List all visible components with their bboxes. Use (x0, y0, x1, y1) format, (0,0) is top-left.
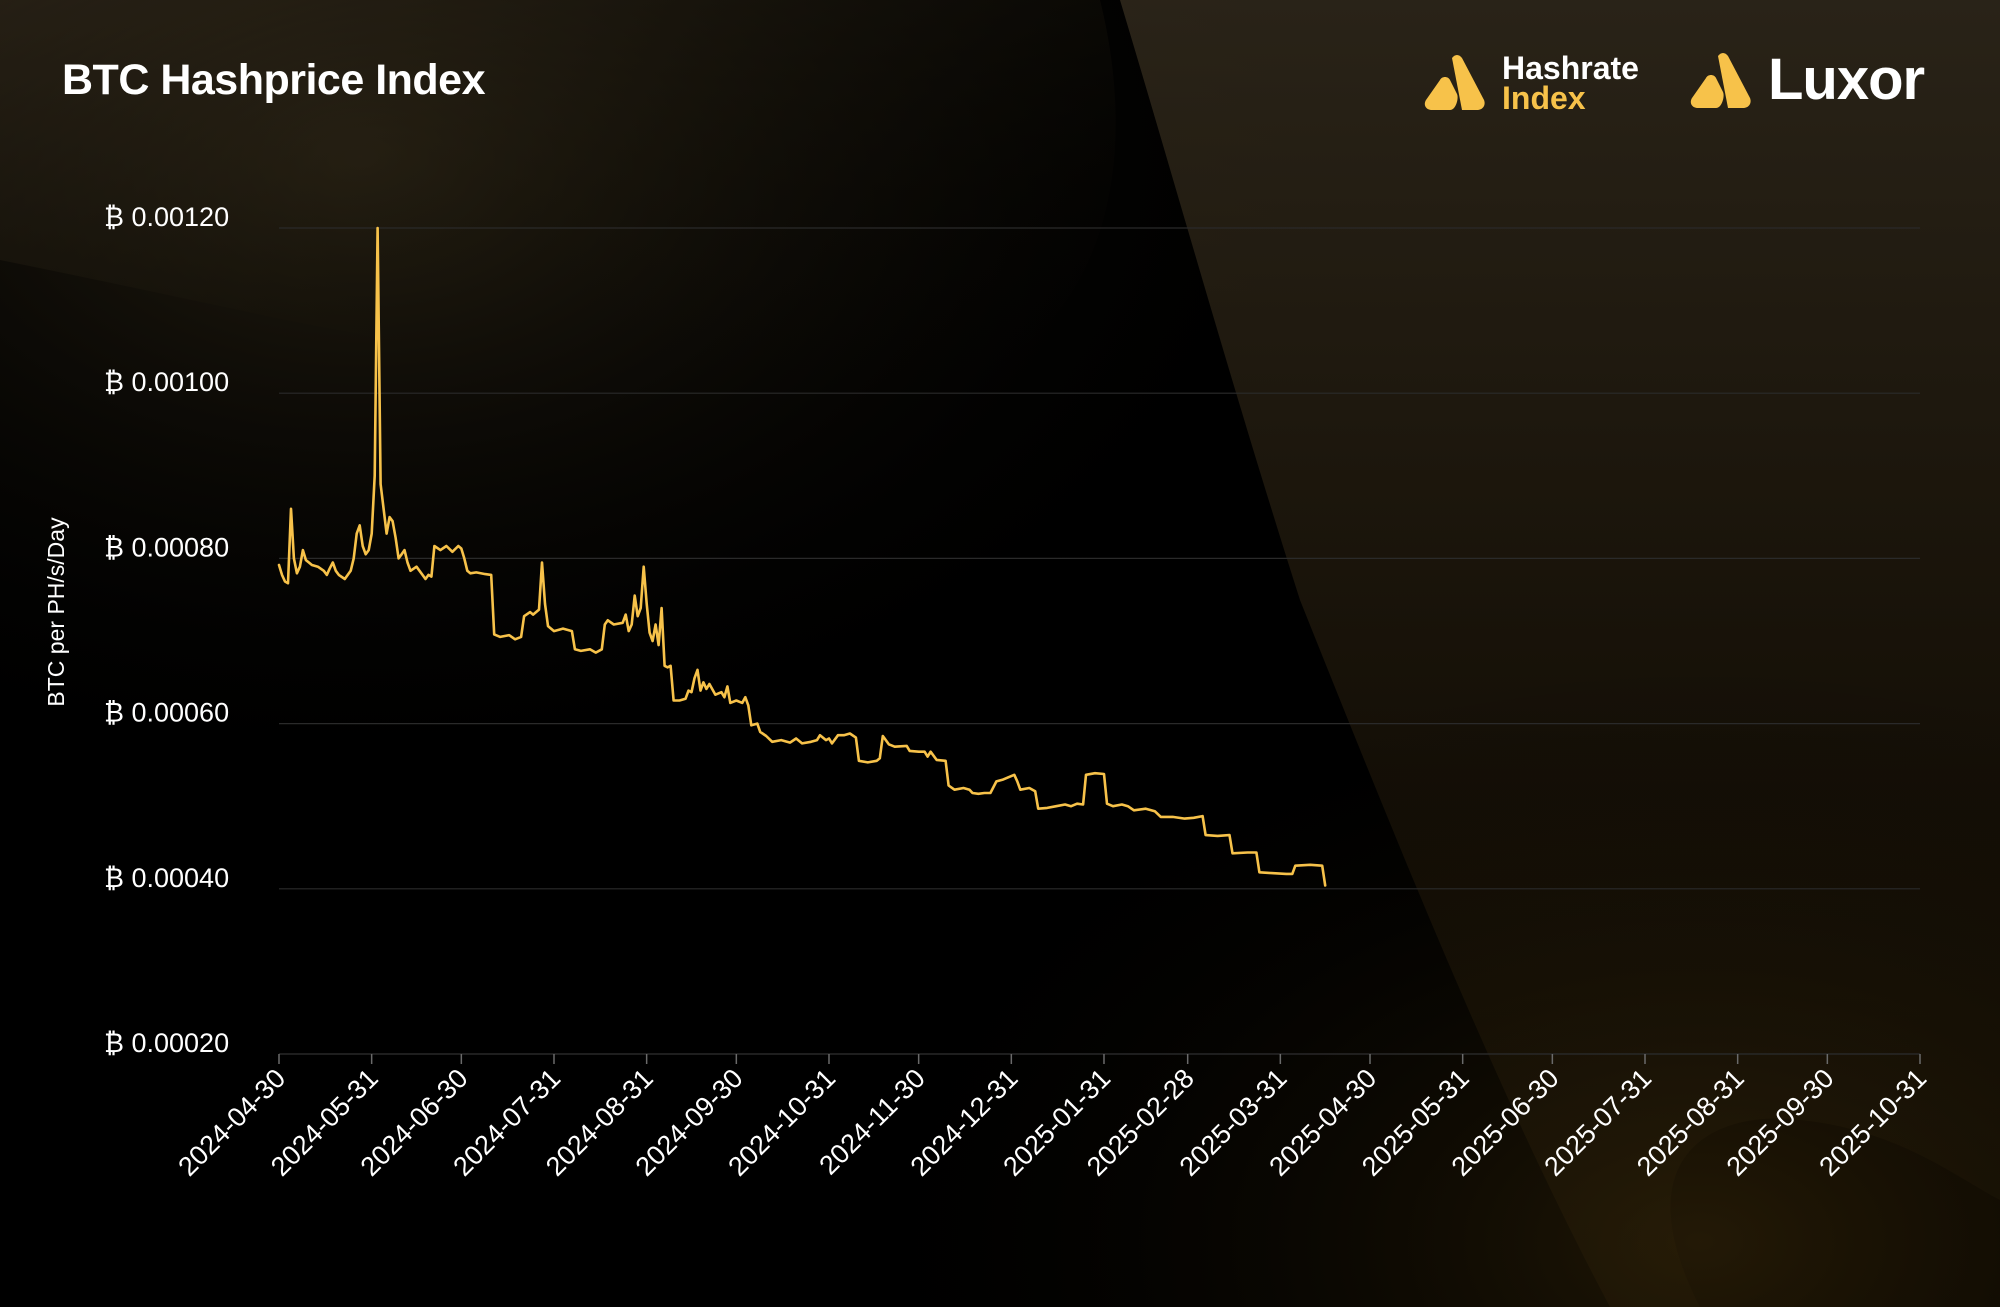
y-tick-label: ₿ 0.00060 (104, 698, 229, 728)
hashrate-index-logo: Hashrate Index (1422, 50, 1672, 116)
y-tick-label: ₿ 0.00040 (104, 863, 229, 893)
chart-title: BTC Hashprice Index (62, 56, 486, 104)
x-axis-ticks (278, 1054, 1921, 1064)
luxor-logo: Luxor (1688, 46, 1948, 116)
y-tick-label: ₿ 0.00120 (104, 202, 229, 232)
series-line-hashprice (277, 226, 1327, 887)
hashrate-index-logo-word1: Hashrate (1502, 50, 1639, 86)
luxor-logo-icon (1690, 53, 1751, 108)
y-axis-tick-labels: ₿ 0.00120 ₿ 0.00100 ₿ 0.00080 ₿ 0.00060 ₿ 0.… (104, 202, 229, 1058)
series-group (277, 226, 1327, 887)
y-tick-label: ₿ 0.00020 (104, 1028, 229, 1058)
hashrate-index-logo-icon (1424, 55, 1485, 110)
y-tick-label: ₿ 0.00080 (104, 532, 229, 562)
x-axis-tick-labels: 2024-04-302024-05-312024-06-302024-07-31… (172, 1063, 1932, 1182)
gridlines (279, 227, 1920, 1055)
y-axis-label: BTC per PH/s/Day (43, 517, 69, 707)
luxor-logo-word: Luxor (1768, 47, 1925, 112)
y-tick-label: ₿ 0.00100 (104, 367, 229, 397)
hashrate-index-logo-word2: Index (1502, 80, 1586, 116)
